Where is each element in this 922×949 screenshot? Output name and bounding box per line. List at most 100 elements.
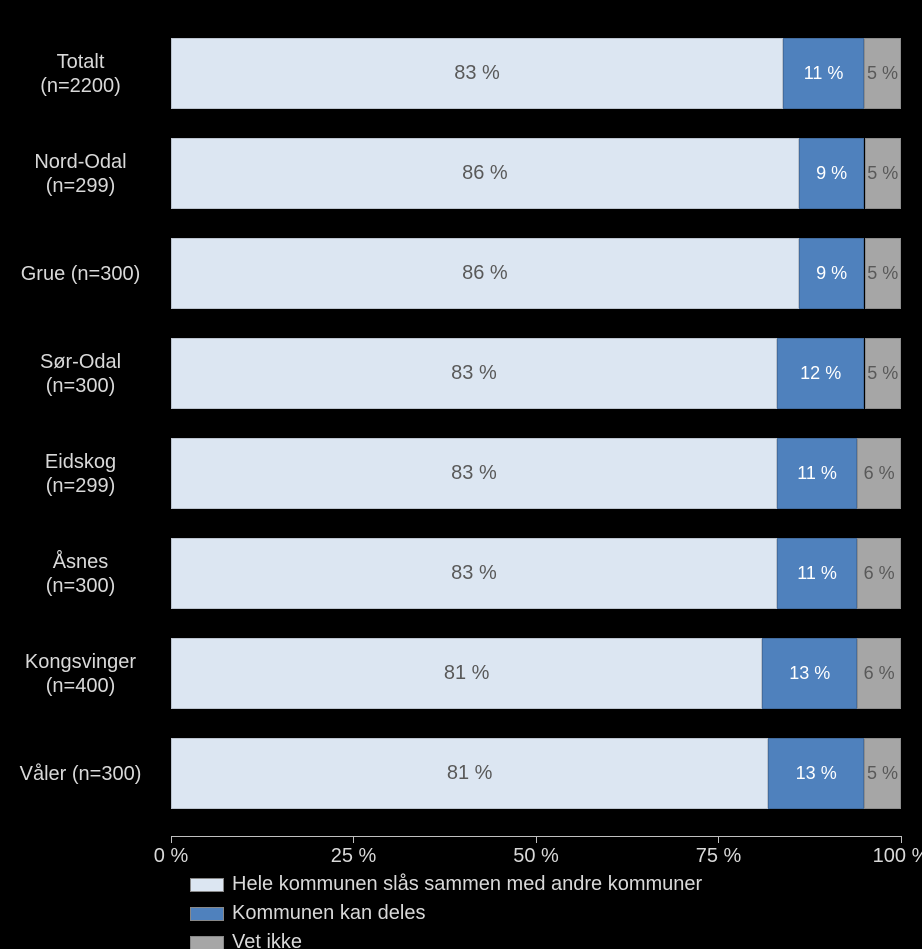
bar-row: 81 % 13 % 6 % [171,638,901,709]
legend-label: Hele kommunen slås sammen med andre komm… [232,873,702,896]
bar-value-label: 83 % [451,562,497,585]
category-label-line: (n=400) [46,674,116,698]
bar-value-label: 11 % [797,463,837,484]
bar-value-label: 83 % [454,62,500,85]
bar-row: 83 % 12 % 5 % [171,338,901,409]
category-label: Grue (n=300) [0,238,161,309]
category-label-line: Totalt [57,50,105,74]
bar-segment-deles: 13 % [768,738,864,809]
legend: Hele kommunen slås sammen med andre komm… [190,873,702,949]
x-tick-line [171,836,172,843]
category-label: Sør-Odal(n=300) [0,338,161,409]
bar-value-label: 5 % [867,63,898,84]
bar-segment-hele: 83 % [171,438,777,509]
category-label-line: Sør-Odal [40,350,121,374]
legend-swatch [190,907,224,921]
bar-value-label: 6 % [864,563,895,584]
bar-value-label: 11 % [804,63,844,84]
bar-row: 83 % 11 % 6 % [171,538,901,609]
bar-segment-hele: 81 % [171,638,762,709]
bar-value-label: 9 % [816,163,847,184]
bar-segment-deles: 9 % [799,138,865,209]
bar-value-label: 6 % [864,663,895,684]
x-axis-baseline [171,836,901,837]
legend-item: Kommunen kan deles [190,902,702,925]
bar-value-label: 6 % [864,463,895,484]
x-tick-line [353,836,354,843]
category-label-line: (n=300) [46,374,116,398]
bar-segment-vetikke: 5 % [865,138,902,209]
category-label-line: (n=2200) [40,74,121,98]
bar-value-label: 5 % [867,163,898,184]
bar-segment-vetikke: 5 % [864,738,901,809]
x-tick-label: 25 % [331,845,377,868]
x-tick-line [718,836,719,843]
category-label-line: Våler (n=300) [20,762,142,786]
category-label-line: Åsnes [53,550,109,574]
bar-segment-hele: 83 % [171,38,783,109]
category-label-line: Kongsvinger [25,650,136,674]
bar-value-label: 5 % [867,763,898,784]
bar-value-label: 5 % [867,363,898,384]
stacked-bar-chart: Totalt(n=2200)83 %11 %5 %Nord-Odal(n=299… [0,0,922,949]
x-tick-line [901,836,902,843]
bar-value-label: 83 % [451,462,497,485]
bar-segment-deles: 11 % [777,538,857,609]
bar-value-label: 5 % [867,263,898,284]
x-tick-label: 75 % [696,845,742,868]
category-label-line: Eidskog [45,450,116,474]
bar-value-label: 81 % [444,662,490,685]
bar-segment-deles: 11 % [777,438,857,509]
category-label: Totalt(n=2200) [0,38,161,109]
bar-segment-deles: 13 % [762,638,857,709]
x-tick-label: 0 % [154,845,188,868]
legend-label: Vet ikke [232,931,302,949]
bar-row: 81 % 13 % 5 % [171,738,901,809]
legend-item: Vet ikke [190,931,702,949]
bar-row: 86 % 9 % 5 % [171,138,901,209]
bar-segment-vetikke: 5 % [865,338,902,409]
category-label: Eidskog(n=299) [0,438,161,509]
bar-value-label: 12 % [800,363,841,384]
bar-value-label: 13 % [796,763,837,784]
x-tick-line [536,836,537,843]
bar-value-label: 86 % [462,262,508,285]
bar-segment-vetikke: 6 % [857,538,901,609]
bar-segment-hele: 83 % [171,538,777,609]
bar-segment-vetikke: 6 % [857,638,901,709]
bar-value-label: 86 % [462,162,508,185]
bar-value-label: 11 % [797,563,837,584]
category-label: Nord-Odal(n=299) [0,138,161,209]
category-label-line: Nord-Odal [34,150,126,174]
legend-swatch [190,878,224,892]
bar-segment-hele: 86 % [171,138,799,209]
bar-value-label: 9 % [816,263,847,284]
bar-segment-hele: 86 % [171,238,799,309]
legend-swatch [190,936,224,949]
bar-segment-vetikke: 5 % [864,38,901,109]
bar-segment-hele: 81 % [171,738,768,809]
category-label: Åsnes(n=300) [0,538,161,609]
bar-value-label: 13 % [789,663,830,684]
bar-segment-deles: 12 % [777,338,865,409]
bar-row: 83 % 11 % 5 % [171,38,901,109]
bar-segment-hele: 83 % [171,338,777,409]
category-label-line: (n=299) [46,474,116,498]
bar-value-label: 83 % [451,362,497,385]
category-label-line: (n=300) [46,574,116,598]
bar-segment-deles: 11 % [783,38,864,109]
x-tick-label: 50 % [513,845,559,868]
bar-row: 83 % 11 % 6 % [171,438,901,509]
category-label-line: Grue (n=300) [21,262,141,286]
category-label: Våler (n=300) [0,738,161,809]
bar-segment-vetikke: 6 % [857,438,901,509]
category-label-line: (n=299) [46,174,116,198]
bar-value-label: 81 % [447,762,493,785]
legend-label: Kommunen kan deles [232,902,425,925]
bar-row: 86 % 9 % 5 % [171,238,901,309]
x-tick-label: 100 % [873,845,922,868]
bar-segment-vetikke: 5 % [865,238,902,309]
category-label: Kongsvinger(n=400) [0,638,161,709]
bar-segment-deles: 9 % [799,238,865,309]
legend-item: Hele kommunen slås sammen med andre komm… [190,873,702,896]
